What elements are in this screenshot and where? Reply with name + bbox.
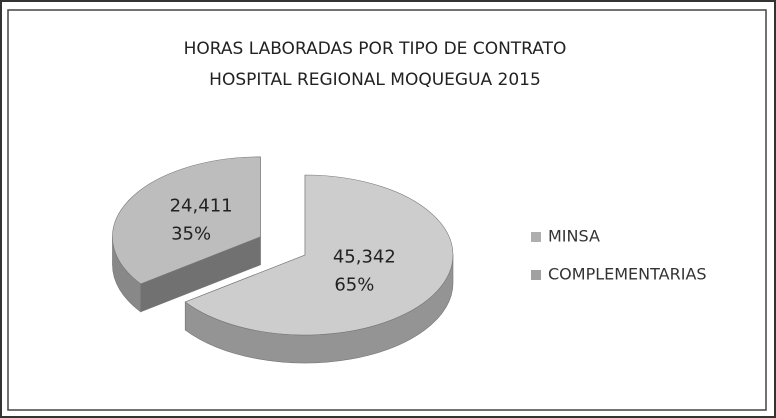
legend-swatch	[531, 232, 541, 242]
percentage-label: 35%	[171, 223, 211, 244]
slice-top	[184, 174, 454, 336]
pie-slice	[184, 174, 454, 364]
legend-swatch	[531, 270, 541, 280]
value-label: 24,411	[170, 195, 233, 216]
value-label: 45,342	[333, 246, 396, 267]
chart-title: HORAS LABORADAS POR TIPO DE CONTRATO	[184, 39, 567, 59]
slice-top	[112, 156, 261, 285]
legend-label: COMPLEMENTARIAS	[548, 265, 707, 284]
pie-slice	[112, 156, 261, 313]
legend-label: MINSA	[548, 227, 600, 246]
chart-title: HOSPITAL REGIONAL MOQUEGUA 2015	[209, 70, 541, 90]
percentage-label: 65%	[334, 274, 374, 295]
